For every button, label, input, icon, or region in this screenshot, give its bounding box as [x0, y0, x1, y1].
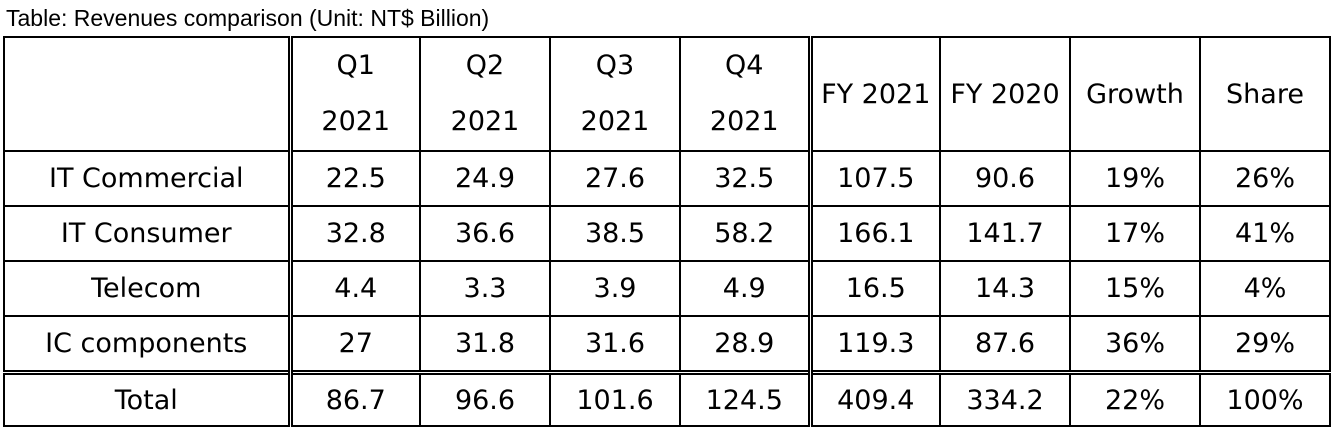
total-value-q2: 96.6: [419, 370, 551, 427]
header-cell-q3: Q3 2021: [549, 36, 681, 152]
cell-share: 29%: [1199, 315, 1331, 374]
cell-fy2021: 107.5: [807, 150, 941, 207]
total-row: Total 86.7 96.6 101.6 124.5 409.4 334.2 …: [3, 370, 1331, 427]
total-value-fy2020: 334.2: [939, 370, 1071, 427]
cell-q1: 4.4: [289, 260, 421, 317]
header-year-label: 2021: [709, 106, 779, 137]
header-cell-fy2020: FY 2020: [939, 36, 1071, 152]
header-corner-cell: [3, 36, 293, 152]
header-year-label: 2021: [580, 106, 650, 137]
row-label: IC components: [3, 315, 293, 374]
header-quarter-label: Q3: [595, 50, 635, 81]
cell-fy2020: 141.7: [939, 205, 1071, 262]
cell-fy2020: 14.3: [939, 260, 1071, 317]
header-year-label: 2021: [450, 106, 520, 137]
header-cell-share: Share: [1199, 36, 1331, 152]
total-value-fy2021: 409.4: [807, 370, 941, 427]
header-cell-q4: Q4 2021: [679, 36, 811, 152]
total-value-q4: 124.5: [679, 370, 811, 427]
header-row: Q1 2021 Q2 2021 Q3 2021 Q4 2021 FY 2021 …: [3, 36, 1331, 152]
total-value-share: 100%: [1199, 370, 1331, 427]
cell-growth: 36%: [1069, 315, 1201, 374]
cell-share: 26%: [1199, 150, 1331, 207]
cell-q3: 31.6: [549, 315, 681, 374]
cell-q2: 24.9: [419, 150, 551, 207]
cell-q1: 27: [289, 315, 421, 374]
row-label: Telecom: [3, 260, 293, 317]
total-value-q1: 86.7: [289, 370, 421, 427]
cell-share: 41%: [1199, 205, 1331, 262]
header-cell-q2: Q2 2021: [419, 36, 551, 152]
header-cell-fy2021: FY 2021: [807, 36, 941, 152]
revenues-table: Q1 2021 Q2 2021 Q3 2021 Q4 2021 FY 2021 …: [3, 36, 1331, 427]
row-label: IT Consumer: [3, 205, 293, 262]
cell-q4: 4.9: [679, 260, 811, 317]
table-row: IT Commercial 22.5 24.9 27.6 32.5 107.5 90.6 19…: [3, 150, 1331, 207]
total-value-growth: 22%: [1069, 370, 1201, 427]
header-year-label: 2021: [321, 106, 391, 137]
cell-q1: 32.8: [289, 205, 421, 262]
table-row: IT Consumer 32.8 36.6 38.5 58.2 166.1 141.7 17%…: [3, 205, 1331, 262]
cell-q4: 58.2: [679, 205, 811, 262]
total-label: Total: [3, 370, 293, 427]
header-cell-growth: Growth: [1069, 36, 1201, 152]
cell-growth: 17%: [1069, 205, 1201, 262]
cell-q2: 3.3: [419, 260, 551, 317]
cell-q1: 22.5: [289, 150, 421, 207]
cell-q4: 32.5: [679, 150, 811, 207]
cell-fy2020: 87.6: [939, 315, 1071, 374]
header-quarter-label: Q1: [336, 50, 375, 81]
cell-growth: 19%: [1069, 150, 1201, 207]
row-label: IT Commercial: [3, 150, 293, 207]
cell-fy2020: 90.6: [939, 150, 1071, 207]
table-caption: Table: Revenues comparison (Unit: NT$ Bi…: [6, 5, 490, 31]
cell-q3: 27.6: [549, 150, 681, 207]
cell-q3: 38.5: [549, 205, 681, 262]
header-quarter-label: Q2: [465, 50, 505, 81]
cell-share: 4%: [1199, 260, 1331, 317]
cell-q2: 36.6: [419, 205, 551, 262]
cell-q4: 28.9: [679, 315, 811, 374]
cell-fy2021: 166.1: [807, 205, 941, 262]
table-row: Telecom 4.4 3.3 3.9 4.9 16.5 14.3 15% 4%: [3, 260, 1331, 317]
cell-growth: 15%: [1069, 260, 1201, 317]
header-quarter-label: Q4: [725, 50, 764, 81]
table-row: IC components 27 31.8 31.6 28.9 119.3 87.6 36% 2…: [3, 315, 1331, 374]
cell-q2: 31.8: [419, 315, 551, 374]
header-cell-q1: Q1 2021: [289, 36, 421, 152]
cell-q3: 3.9: [549, 260, 681, 317]
cell-fy2021: 16.5: [807, 260, 941, 317]
total-value-q3: 101.6: [549, 370, 681, 427]
cell-fy2021: 119.3: [807, 315, 941, 374]
